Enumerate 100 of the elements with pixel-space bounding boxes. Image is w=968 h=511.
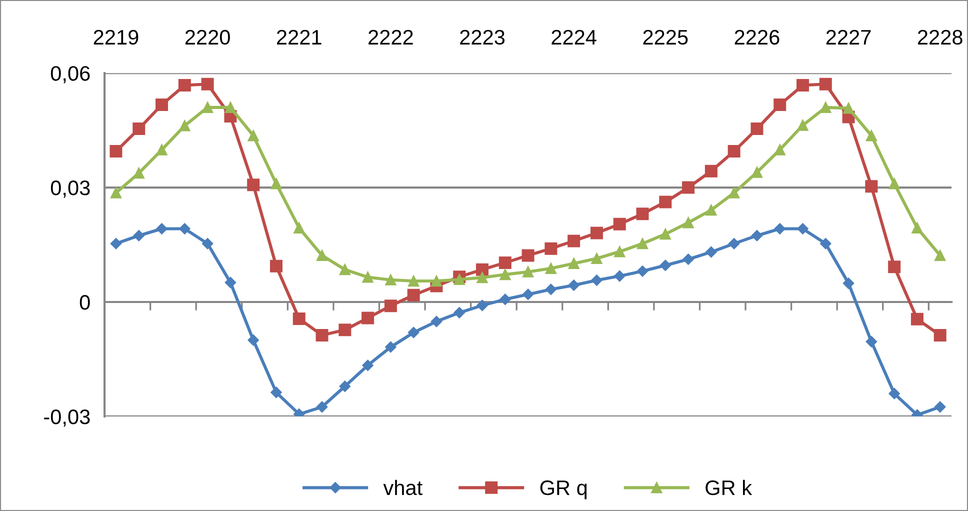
point	[248, 130, 259, 142]
y-tick-label: 0	[80, 295, 90, 310]
point	[110, 238, 122, 250]
point	[796, 79, 809, 92]
point	[774, 98, 786, 111]
point	[270, 260, 282, 272]
point	[316, 401, 328, 413]
point	[682, 217, 694, 228]
point	[384, 300, 397, 312]
point	[339, 380, 351, 392]
point	[750, 122, 764, 136]
y-tick-label: 0,03	[50, 180, 90, 198]
point	[545, 262, 556, 274]
point	[316, 328, 328, 342]
legend-label: vhat	[383, 480, 422, 496]
point	[178, 79, 191, 92]
point	[407, 288, 420, 302]
point	[156, 144, 168, 156]
point	[110, 187, 122, 198]
point	[591, 274, 602, 286]
point	[133, 230, 144, 242]
x-tick-label: 2228	[918, 30, 962, 45]
point	[842, 102, 854, 114]
point	[201, 78, 214, 90]
point	[522, 266, 534, 278]
point	[568, 280, 580, 291]
point	[682, 254, 694, 265]
point	[706, 204, 717, 216]
point	[179, 120, 190, 132]
point	[842, 278, 854, 289]
point	[636, 265, 648, 277]
y-tick-label: 0,06	[50, 66, 90, 84]
point	[545, 284, 557, 296]
point	[728, 187, 740, 198]
point	[498, 256, 512, 269]
point	[500, 294, 511, 305]
x-tick-label: 2222	[368, 30, 413, 44]
x-tick-label: 2219	[94, 30, 138, 45]
point	[660, 260, 671, 271]
point	[430, 275, 442, 287]
x-tick-label: 2226	[734, 30, 780, 45]
point	[476, 300, 488, 312]
point	[156, 98, 168, 111]
point	[912, 222, 923, 234]
point	[385, 341, 396, 353]
legend-label: GR k	[706, 480, 752, 496]
y-tick-label: -0,03	[44, 409, 90, 427]
point	[866, 336, 878, 348]
point	[819, 78, 832, 90]
x-tick-label: 2223	[460, 30, 505, 45]
point	[156, 223, 168, 234]
point	[706, 246, 717, 258]
point	[454, 307, 465, 318]
point	[774, 144, 786, 156]
point	[132, 122, 146, 136]
x-tick-label: 2227	[826, 30, 871, 44]
x-tick-label: 2224	[552, 30, 596, 44]
point	[522, 288, 534, 300]
point	[339, 264, 350, 276]
point	[224, 102, 236, 113]
point	[362, 360, 374, 371]
point	[454, 274, 465, 286]
point	[774, 223, 786, 234]
point	[934, 328, 946, 342]
legend-label: GR q	[540, 480, 587, 500]
point	[292, 312, 306, 326]
point	[797, 223, 808, 234]
point	[316, 250, 328, 262]
point	[568, 234, 580, 248]
point	[820, 238, 832, 250]
point	[636, 208, 649, 220]
point	[888, 388, 900, 400]
point	[362, 272, 374, 283]
point	[294, 222, 305, 234]
point	[385, 274, 396, 286]
point	[500, 268, 511, 280]
point	[888, 178, 900, 190]
x-tick-label: 2221	[277, 30, 322, 44]
point	[614, 246, 626, 258]
point	[179, 223, 190, 234]
point	[202, 102, 214, 113]
point	[614, 270, 626, 282]
point	[338, 324, 352, 336]
point	[613, 218, 626, 230]
point	[270, 178, 282, 190]
point	[751, 166, 763, 178]
point	[865, 180, 878, 193]
point	[591, 252, 602, 264]
x-tick-label: 2225	[643, 30, 688, 45]
point	[866, 130, 877, 142]
point	[820, 102, 832, 113]
x-tick-label: 2220	[185, 30, 230, 45]
point	[248, 334, 259, 346]
point	[728, 145, 740, 158]
point	[270, 386, 282, 398]
point	[797, 120, 808, 131]
point	[636, 238, 648, 250]
point	[659, 196, 672, 208]
point	[751, 230, 763, 242]
point	[224, 276, 236, 288]
